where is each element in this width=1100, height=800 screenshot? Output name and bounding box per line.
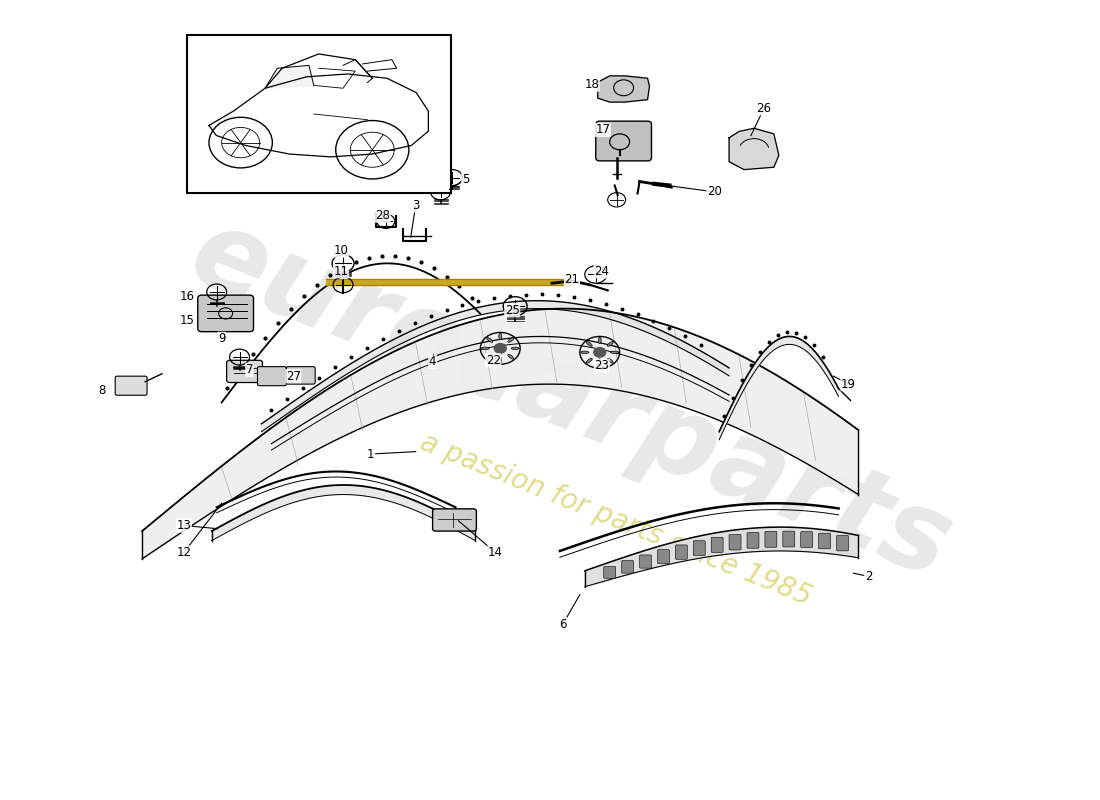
- Ellipse shape: [498, 357, 502, 363]
- Text: 15: 15: [179, 314, 195, 327]
- FancyBboxPatch shape: [801, 532, 813, 547]
- FancyBboxPatch shape: [783, 531, 795, 547]
- Text: 2: 2: [865, 570, 872, 583]
- FancyBboxPatch shape: [227, 360, 263, 382]
- FancyBboxPatch shape: [621, 561, 634, 573]
- Ellipse shape: [598, 338, 602, 343]
- Text: 22: 22: [486, 354, 500, 366]
- Text: a passion for parts since 1985: a passion for parts since 1985: [416, 427, 815, 610]
- Text: 1: 1: [367, 447, 375, 461]
- FancyBboxPatch shape: [432, 509, 476, 531]
- Circle shape: [594, 347, 606, 357]
- Text: 21: 21: [564, 273, 580, 286]
- Text: 14: 14: [487, 546, 503, 559]
- Text: 23: 23: [594, 359, 609, 372]
- Text: 20: 20: [706, 186, 722, 198]
- FancyBboxPatch shape: [675, 545, 688, 559]
- FancyBboxPatch shape: [764, 531, 777, 547]
- Ellipse shape: [586, 342, 592, 346]
- FancyBboxPatch shape: [286, 366, 316, 384]
- Circle shape: [494, 343, 506, 353]
- Ellipse shape: [486, 338, 493, 342]
- FancyBboxPatch shape: [596, 121, 651, 161]
- Text: 5: 5: [462, 173, 469, 186]
- Text: 8: 8: [99, 384, 106, 397]
- Ellipse shape: [581, 351, 589, 354]
- Text: 13: 13: [176, 519, 191, 532]
- Polygon shape: [729, 128, 779, 170]
- Text: 28: 28: [375, 209, 390, 222]
- FancyBboxPatch shape: [639, 555, 651, 568]
- Ellipse shape: [607, 342, 614, 346]
- Text: 6: 6: [559, 618, 566, 630]
- Text: 16: 16: [179, 290, 195, 303]
- Text: 24: 24: [594, 265, 609, 278]
- Polygon shape: [265, 66, 313, 88]
- FancyBboxPatch shape: [747, 533, 759, 548]
- Text: 18: 18: [584, 78, 600, 91]
- Ellipse shape: [482, 347, 490, 350]
- Text: 10: 10: [333, 244, 349, 257]
- FancyBboxPatch shape: [257, 366, 286, 386]
- Polygon shape: [326, 279, 570, 285]
- Text: 3: 3: [412, 199, 419, 212]
- FancyBboxPatch shape: [818, 533, 830, 549]
- Text: 25: 25: [505, 304, 519, 317]
- FancyBboxPatch shape: [187, 34, 451, 194]
- Text: 4: 4: [429, 355, 437, 368]
- Ellipse shape: [610, 351, 618, 354]
- Polygon shape: [262, 301, 729, 432]
- Text: eurocarparts: eurocarparts: [176, 198, 967, 602]
- Polygon shape: [597, 76, 649, 102]
- FancyBboxPatch shape: [604, 566, 616, 578]
- Text: 11: 11: [333, 265, 349, 278]
- Ellipse shape: [498, 334, 502, 340]
- Text: 12: 12: [176, 546, 191, 559]
- Ellipse shape: [486, 354, 493, 359]
- Text: 7: 7: [245, 363, 253, 376]
- Text: 27: 27: [286, 370, 300, 382]
- Text: 17: 17: [595, 123, 610, 136]
- Ellipse shape: [586, 358, 592, 363]
- FancyBboxPatch shape: [658, 550, 670, 563]
- FancyBboxPatch shape: [693, 541, 705, 555]
- Ellipse shape: [598, 361, 602, 367]
- FancyBboxPatch shape: [836, 535, 848, 551]
- Ellipse shape: [508, 338, 514, 342]
- Polygon shape: [719, 337, 838, 440]
- FancyBboxPatch shape: [198, 295, 253, 332]
- FancyBboxPatch shape: [712, 538, 723, 553]
- Polygon shape: [585, 527, 858, 586]
- FancyBboxPatch shape: [116, 376, 147, 395]
- Ellipse shape: [508, 354, 514, 359]
- Ellipse shape: [512, 347, 519, 350]
- Polygon shape: [142, 309, 858, 559]
- Text: 19: 19: [842, 378, 856, 390]
- Text: 26: 26: [757, 102, 771, 115]
- FancyBboxPatch shape: [729, 534, 741, 550]
- Text: 9: 9: [218, 332, 226, 346]
- Ellipse shape: [607, 358, 614, 363]
- Polygon shape: [211, 485, 475, 541]
